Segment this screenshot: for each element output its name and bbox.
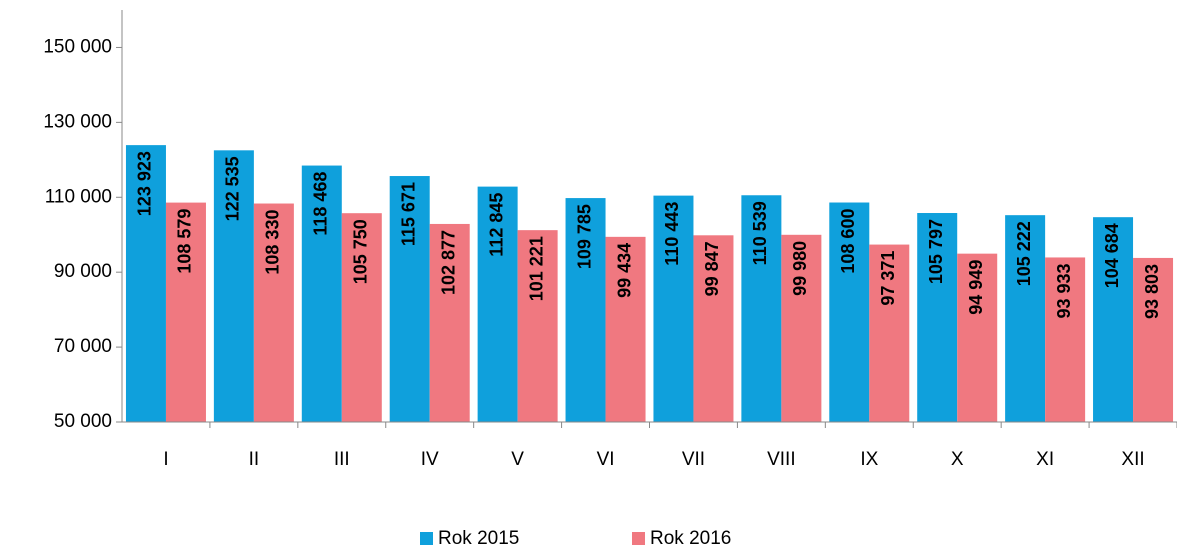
legend-label: Rok 2015	[438, 528, 519, 548]
y-tick-label: 70 000	[54, 336, 112, 357]
x-tick-label: XII	[1121, 449, 1144, 470]
value-label: 112 845	[486, 193, 506, 257]
legend-label: Rok 2016	[650, 528, 731, 548]
x-tick-label: IX	[860, 449, 878, 470]
x-tick-label: XI	[1036, 449, 1054, 470]
bar	[957, 253, 998, 422]
legend-swatch	[420, 532, 433, 545]
bar	[477, 186, 518, 422]
value-label: 105 750	[351, 219, 371, 284]
y-tick-label: 50 000	[54, 411, 112, 432]
bar	[213, 150, 254, 422]
value-label: 102 877	[438, 230, 458, 295]
bar	[429, 223, 470, 422]
bar	[693, 235, 734, 422]
value-label: 94 949	[966, 260, 986, 315]
value-label: 104 684	[1102, 223, 1122, 288]
x-tick-label: X	[951, 449, 964, 470]
bar	[1005, 215, 1046, 422]
y-tick-label: 150 000	[43, 36, 112, 57]
x-tick-label: II	[249, 449, 260, 470]
value-label: 123 923	[135, 151, 155, 216]
x-tick-label: VIII	[767, 449, 796, 470]
bar	[653, 195, 694, 422]
value-label: 122 535	[223, 156, 243, 221]
y-tick-label: 90 000	[54, 261, 112, 282]
value-label: 110 539	[750, 201, 770, 265]
value-label: 101 221	[526, 236, 546, 301]
value-label: 99 434	[614, 243, 634, 298]
x-tick-label: IV	[421, 449, 439, 470]
x-tick-label: VI	[597, 449, 615, 470]
bar	[741, 195, 782, 422]
x-tick-label: VII	[682, 449, 705, 470]
bar	[341, 213, 382, 422]
bar	[1045, 257, 1086, 422]
bar	[565, 198, 606, 422]
value-label: 105 222	[1014, 221, 1034, 286]
value-label: 99 980	[790, 241, 810, 296]
x-tick-label: I	[163, 449, 168, 470]
value-label: 93 803	[1142, 264, 1162, 319]
bar	[917, 213, 958, 422]
value-label: 105 797	[926, 219, 946, 284]
bar	[1093, 217, 1134, 422]
bar	[1133, 257, 1174, 422]
value-label: 109 785	[574, 204, 594, 269]
bar	[869, 244, 910, 422]
value-label: 108 330	[263, 210, 283, 275]
bar	[781, 234, 822, 422]
y-tick-label: 130 000	[43, 111, 112, 132]
value-label: 108 579	[175, 209, 195, 274]
bar	[517, 230, 558, 422]
x-tick-label: V	[511, 449, 524, 470]
bar	[389, 176, 430, 422]
bar	[253, 203, 294, 422]
bar	[605, 236, 646, 422]
value-label: 93 933	[1054, 263, 1074, 318]
bar	[165, 202, 206, 422]
legend-swatch	[632, 532, 645, 545]
x-tick-label: III	[334, 449, 350, 470]
value-label: 118 468	[311, 172, 331, 236]
value-label: 110 443	[662, 202, 682, 266]
value-label: 97 371	[878, 251, 898, 306]
bar	[125, 145, 166, 423]
value-label: 108 600	[838, 209, 858, 274]
value-label: 99 847	[702, 241, 722, 296]
value-label: 115 671	[398, 182, 418, 246]
y-tick-label: 110 000	[45, 186, 112, 207]
bar	[829, 202, 870, 422]
bar	[301, 165, 342, 422]
